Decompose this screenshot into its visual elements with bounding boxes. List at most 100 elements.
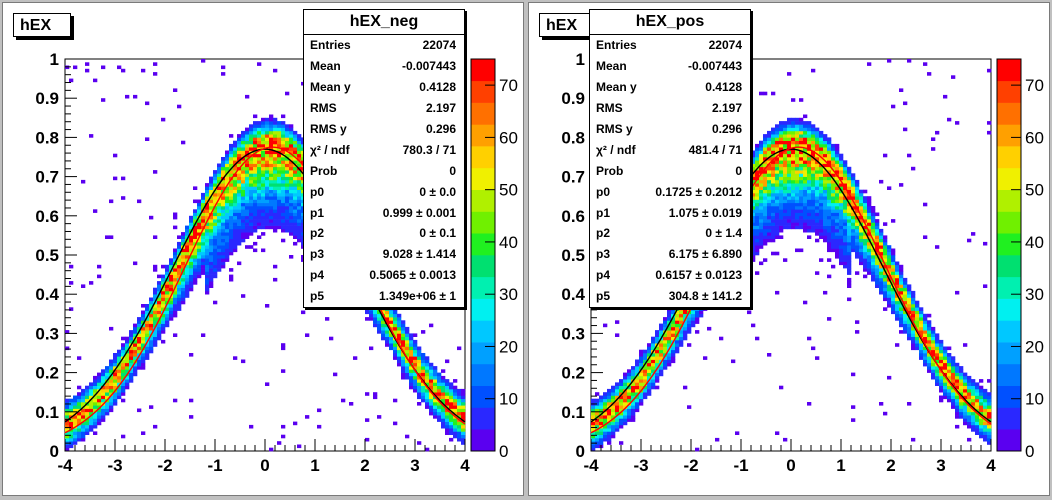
heat-cell: [393, 326, 398, 331]
heat-cell: [799, 192, 804, 197]
heat-cell: [763, 206, 768, 210]
heat-cell: [265, 176, 270, 181]
heat-cell: [767, 212, 772, 217]
heat-cell: [791, 124, 796, 128]
heat-cell: [811, 170, 816, 174]
heat-cell: [397, 349, 402, 354]
heat-cell: [779, 176, 784, 181]
heat-cell: [759, 225, 764, 230]
heat-cell: [627, 382, 632, 386]
heat-cell: [827, 232, 832, 236]
heat-cell: [145, 323, 150, 328]
heat-cell: [755, 336, 760, 341]
stats-row: p2 0 ± 0.1: [304, 223, 464, 244]
heat-cell: [173, 310, 178, 315]
heat-cell: [779, 222, 784, 226]
heat-cell: [173, 274, 178, 279]
heat-cell: [281, 206, 286, 210]
heat-cell: [253, 192, 258, 197]
heat-cell: [405, 333, 410, 337]
heat-cell: [883, 248, 888, 253]
heat-cell: [181, 261, 186, 266]
heat-cell: [417, 366, 422, 370]
heat-cell: [285, 219, 290, 223]
heat-cell: [177, 104, 182, 109]
heat-cell: [433, 411, 438, 416]
heat-cell: [919, 343, 924, 347]
heat-cell: [871, 268, 876, 272]
heat-cell: [269, 215, 274, 220]
heat-cell: [257, 134, 262, 138]
heat-cell: [847, 264, 852, 269]
heat-cell: [847, 183, 852, 187]
heat-cell: [213, 189, 218, 194]
heat-cell: [213, 264, 218, 269]
heat-cell: [847, 179, 852, 184]
heat-cell: [863, 261, 868, 266]
heat-cell: [787, 143, 792, 148]
heat-cell: [763, 199, 768, 204]
heat-cell: [615, 418, 620, 422]
heat-cell: [233, 192, 238, 197]
heat-cell: [217, 212, 222, 217]
heat-cell: [101, 385, 106, 390]
heat-cell: [153, 297, 158, 302]
heat-cell: [153, 294, 158, 298]
heat-cell: [791, 170, 796, 174]
heat-cell: [245, 202, 250, 207]
heat-cell: [265, 196, 270, 200]
heat-cell: [879, 238, 884, 243]
heat-cell: [249, 186, 254, 190]
heat-cell: [631, 388, 636, 393]
heat-cell: [679, 317, 684, 321]
heat-cell: [233, 189, 238, 194]
heat-cell: [799, 170, 804, 174]
heat-cell: [205, 212, 210, 217]
heat-cell: [93, 398, 98, 403]
heat-cell: [101, 375, 106, 380]
heat-cell: [931, 366, 936, 370]
heat-cell: [81, 431, 86, 435]
heat-cell: [759, 189, 764, 194]
heat-cell: [161, 323, 166, 328]
heat-cell: [261, 163, 266, 168]
heat-cell: [117, 375, 122, 380]
heat-cell: [241, 209, 246, 213]
heat-cell: [197, 238, 202, 243]
heat-cell: [623, 408, 628, 413]
heat-cell: [607, 392, 612, 396]
heat-cell: [763, 147, 768, 151]
heat-cell: [843, 248, 848, 253]
heat-cell: [811, 173, 816, 177]
heat-cell: [181, 255, 186, 259]
heat-cell: [165, 274, 170, 279]
heat-cell: [927, 369, 932, 373]
heat-cell: [269, 150, 274, 155]
heat-cell: [871, 248, 876, 253]
heat-cell: [879, 251, 884, 256]
heat-cell: [269, 157, 274, 161]
heat-cell: [181, 294, 186, 298]
heat-cell: [755, 212, 760, 217]
heat-cell: [783, 121, 788, 125]
heat-cell: [237, 160, 242, 164]
heat-cell: [767, 202, 772, 207]
heat-cell: [787, 160, 792, 164]
heat-cell: [859, 199, 864, 204]
heat-cell: [615, 382, 620, 386]
heat-cell: [887, 186, 892, 190]
heat-cell: [799, 209, 804, 213]
heat-cell: [907, 326, 912, 331]
heat-cell: [823, 150, 828, 155]
heat-cell: [779, 143, 784, 148]
heat-cell: [161, 320, 166, 324]
heat-cell: [963, 405, 968, 409]
heat-cell: [201, 235, 206, 239]
heat-cell: [273, 176, 278, 181]
heat-cell: [429, 375, 434, 380]
heat-cell: [153, 317, 158, 321]
heat-cell: [831, 163, 836, 168]
heat-cell: [783, 166, 788, 171]
heat-cell: [213, 225, 218, 230]
heat-cell: [261, 222, 266, 226]
